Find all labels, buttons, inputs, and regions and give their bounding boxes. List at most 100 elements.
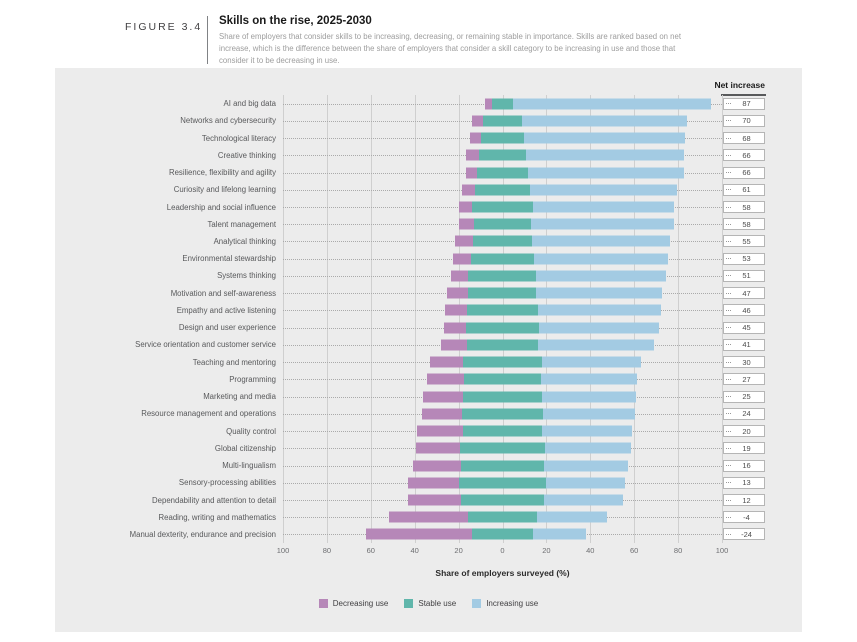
skill-label: Dependability and attention to detail <box>152 495 276 505</box>
net-increase-value: 45 <box>742 323 751 333</box>
bar-stable-segment <box>472 235 533 247</box>
net-increase-value: 68 <box>742 133 751 143</box>
bar-zone <box>283 526 722 543</box>
bar-increasing-segment <box>538 322 660 334</box>
bar-zone <box>283 147 722 164</box>
stacked-bar <box>366 528 586 540</box>
leader-dash <box>726 499 731 501</box>
bar-decreasing-segment <box>458 201 472 213</box>
gridline <box>283 95 284 543</box>
net-increase-value-box: -4 <box>723 511 765 524</box>
net-increase-value: 25 <box>742 392 751 402</box>
bar-decreasing-segment <box>416 425 463 437</box>
figure-description: Share of employers that consider skills … <box>219 32 681 66</box>
bar-stable-segment <box>473 218 532 230</box>
bar-decreasing-segment <box>408 494 461 506</box>
skill-label: Systems thinking <box>217 271 276 281</box>
skill-label: Global citizenship <box>214 443 276 453</box>
chart-row: Service orientation and customer service… <box>55 336 802 353</box>
gridline <box>458 95 460 543</box>
net-increase-value-box: 58 <box>723 201 765 214</box>
bar-stable-segment <box>471 528 534 540</box>
bar-decreasing-segment <box>423 391 463 403</box>
stacked-bar <box>471 115 687 127</box>
skill-label: Resource management and operations <box>141 409 276 419</box>
leader-dash <box>726 516 731 518</box>
chart-row: Networks and cybersecurity 70 <box>55 112 802 129</box>
bar-decreasing-segment <box>445 304 468 316</box>
bar-increasing-segment <box>542 425 632 437</box>
bar-stable-segment <box>482 115 523 127</box>
bar-stable-segment <box>471 201 534 213</box>
stacked-bar <box>426 373 638 385</box>
bar-increasing-segment <box>536 270 666 282</box>
net-increase-value: 30 <box>742 357 751 367</box>
skill-label: Design and user experience <box>178 323 276 333</box>
stacked-bar <box>415 442 631 454</box>
chart-row: Global citizenship 19 <box>55 440 802 457</box>
leader-dash <box>726 154 731 156</box>
net-increase-value: 87 <box>742 99 751 109</box>
chart-row: Design and user experience 45 <box>55 319 802 336</box>
bar-increasing-segment <box>544 460 628 472</box>
chart-row: Motivation and self-awareness 47 <box>55 285 802 302</box>
stacked-bar <box>412 460 628 472</box>
bar-decreasing-segment <box>461 184 476 196</box>
bar-decreasing-segment <box>441 339 468 351</box>
net-increase-value: 20 <box>742 426 751 436</box>
legend-swatch-icon <box>404 599 414 608</box>
gridline <box>326 95 328 543</box>
bar-decreasing-segment <box>458 218 474 230</box>
stacked-bar <box>423 391 637 403</box>
bar-zone <box>283 336 722 353</box>
bar-stable-segment <box>460 494 545 506</box>
x-axis-tick-label: 80 <box>673 546 683 555</box>
bar-increasing-segment <box>546 477 626 489</box>
net-increase-value-box: 24 <box>723 407 765 420</box>
stacked-bar <box>455 235 671 247</box>
chart-row: Marketing and media 25 <box>55 388 802 405</box>
bar-increasing-segment <box>527 167 684 179</box>
bar-increasing-segment <box>513 98 711 110</box>
bar-decreasing-segment <box>455 235 473 247</box>
bar-zone <box>283 422 722 439</box>
skill-label: Motivation and self-awareness <box>170 288 276 298</box>
bar-increasing-segment <box>524 132 685 144</box>
net-increase-value: 55 <box>742 236 751 246</box>
stacked-bar <box>461 184 677 196</box>
gridline <box>546 95 548 543</box>
net-increase-value: 16 <box>742 461 751 471</box>
bar-zone <box>283 198 722 215</box>
net-increase-value-box: 45 <box>723 321 765 334</box>
net-increase-value: 24 <box>742 409 751 419</box>
leader-dash <box>726 533 731 535</box>
bar-zone <box>283 388 722 405</box>
leader-dash <box>726 292 731 294</box>
net-increase-underline <box>721 94 766 96</box>
net-increase-value: 27 <box>742 374 751 384</box>
bar-stable-segment <box>467 304 538 316</box>
chart-row: Teaching and mentoring 30 <box>55 354 802 371</box>
net-increase-value-box: 66 <box>723 149 765 162</box>
bar-decreasing-segment <box>484 98 492 110</box>
skill-label: Leadership and social influence <box>166 202 276 212</box>
bar-stable-segment <box>467 339 538 351</box>
bar-stable-segment <box>459 442 546 454</box>
bar-zone <box>283 457 722 474</box>
bar-zone <box>283 216 722 233</box>
bar-increasing-segment <box>541 391 637 403</box>
stacked-bar <box>389 511 607 523</box>
bar-increasing-segment <box>545 442 631 454</box>
net-increase-value: 66 <box>742 168 751 178</box>
bar-stable-segment <box>477 167 528 179</box>
bar-stable-segment <box>468 511 537 523</box>
leader-dash <box>726 447 731 449</box>
bar-decreasing-segment <box>430 356 463 368</box>
leader-dash <box>726 344 731 346</box>
x-axis-tick-label: 0 <box>500 546 505 555</box>
leader-dash <box>726 309 731 311</box>
chart-row: Dependability and attention to detail 12 <box>55 491 802 508</box>
leader-dash <box>726 378 731 380</box>
leader-dash <box>726 172 731 174</box>
